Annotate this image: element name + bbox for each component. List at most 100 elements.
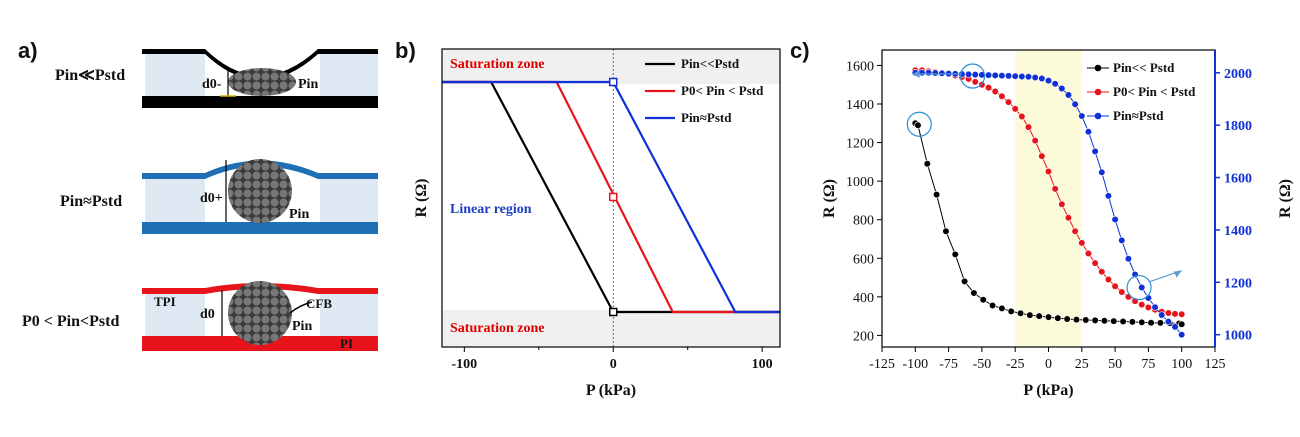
pressure-label-3: Pin xyxy=(292,319,312,334)
annotation-saturation-bottom: Saturation zone xyxy=(450,321,545,336)
y2-tick-label-3: 1400 xyxy=(1224,224,1252,239)
x-axis-label: P (kPa) xyxy=(586,382,636,399)
x-tick-label-2: -100 xyxy=(902,357,928,372)
data-point-s2-40 xyxy=(1171,310,1179,318)
legend-marker-2 xyxy=(1094,88,1102,96)
highlight-circle-red xyxy=(959,63,986,89)
data-point-s3-40 xyxy=(1171,323,1179,331)
data-point-s1-8 xyxy=(970,289,978,297)
schematic-condition-1: Pin≪Pstd xyxy=(55,67,125,84)
arrow-right-head xyxy=(1173,270,1182,278)
legend-label-2: P0< Pin < Pstd xyxy=(681,83,764,98)
x-tick-label-4: -50 xyxy=(973,357,992,372)
data-point-s1-25 xyxy=(1128,318,1137,326)
tpi-label: TPI xyxy=(154,294,176,309)
data-point-s1-13 xyxy=(1016,309,1025,317)
legend-marker-1 xyxy=(1094,64,1102,72)
panel-label-c: c) xyxy=(790,38,810,63)
cfb-label: CFB xyxy=(306,296,332,311)
data-point-s2-12 xyxy=(984,84,993,92)
legend-label-2: P0< Pin < Pstd xyxy=(1113,84,1196,99)
data-point-s3-23 xyxy=(1058,84,1066,93)
data-point-s2-19 xyxy=(1031,137,1039,145)
data-point-s1-2 xyxy=(914,121,922,129)
data-point-s1-12 xyxy=(1007,307,1015,315)
schematic-row-1: Pin≪Pstd d0- Pin xyxy=(55,49,378,108)
data-point-s1-14 xyxy=(1026,311,1034,319)
data-point-s3-35 xyxy=(1138,283,1146,292)
pi-label: PI xyxy=(340,336,353,351)
chart-b: -100 0 100 P (kPa) R (Ω) Saturation zone Linea… xyxy=(413,48,781,399)
data-point-s1-11 xyxy=(998,304,1006,313)
data-point-s3-9 xyxy=(964,70,973,78)
gap-label-2: d0+ xyxy=(200,191,223,206)
data-point-s3-25 xyxy=(1071,100,1079,108)
data-point-s1-6 xyxy=(951,250,959,259)
data-point-s3-20 xyxy=(1038,74,1046,83)
data-point-s2-21 xyxy=(1044,167,1053,176)
fiber-bundle-2 xyxy=(228,159,292,223)
legend-marker-3 xyxy=(1094,112,1102,120)
data-point-s2-14 xyxy=(998,92,1006,100)
data-point-s2-20 xyxy=(1038,152,1046,160)
data-point-s2-15 xyxy=(1004,98,1013,106)
data-point-s3-28 xyxy=(1091,147,1099,155)
panel-label-a: a) xyxy=(18,38,38,63)
x-tick-label-8: 50 xyxy=(1108,357,1122,372)
data-point-s2-31 xyxy=(1111,282,1119,290)
x-tick-label-3: 100 xyxy=(752,357,773,372)
data-point-s2-29 xyxy=(1098,268,1106,276)
y-tick-label-8: 1600 xyxy=(846,59,874,74)
annotation-linear-region: Linear region xyxy=(450,202,532,217)
y-tick-label-1: 200 xyxy=(853,329,874,344)
schematic-row-2: Pin≈Pstd d0+ Pin xyxy=(60,159,378,234)
plot-frame xyxy=(441,48,781,348)
data-point-s2-24 xyxy=(1064,214,1073,222)
data-point-s3-41 xyxy=(1178,331,1186,339)
fiber-bundle-1 xyxy=(228,68,296,96)
data-point-s3-39 xyxy=(1164,317,1172,326)
data-point-s3-3 xyxy=(925,69,933,77)
data-point-s1-24 xyxy=(1119,317,1127,326)
data-point-s1-31 xyxy=(1178,320,1186,328)
data-point-s1-18 xyxy=(1063,315,1071,323)
data-point-s1-23 xyxy=(1110,317,1118,325)
annotation-saturation-top: Saturation zone xyxy=(450,57,545,72)
highlight-circle-blue xyxy=(1126,274,1152,301)
data-point-s3-14 xyxy=(998,72,1006,80)
data-point-s1-3 xyxy=(923,160,931,168)
y-tick-label-3: 600 xyxy=(853,252,874,267)
data-point-s1-17 xyxy=(1054,314,1062,322)
data-point-s3-13 xyxy=(991,71,999,80)
y2-tick-label-5: 1800 xyxy=(1224,119,1252,134)
data-point-s3-29 xyxy=(1098,168,1106,176)
x-tick-label-5: -25 xyxy=(1006,357,1025,372)
gap-label-1: d0- xyxy=(202,77,222,92)
pressure-label-2: Pin xyxy=(289,207,309,222)
x-tick-label-1: -100 xyxy=(451,357,477,372)
highlight-band xyxy=(1015,50,1082,347)
data-point-s2-39 xyxy=(1164,309,1172,317)
legend-label-3: Pin≈Pstd xyxy=(681,110,732,125)
data-point-s1-20 xyxy=(1082,316,1090,324)
data-point-s2-16 xyxy=(1011,105,1019,113)
y-tick-label-5: 1000 xyxy=(846,175,874,190)
zero-marker-2 xyxy=(608,192,618,202)
data-point-s1-4 xyxy=(933,191,941,199)
pressure-label-1: Pin xyxy=(298,77,318,92)
data-point-s1-16 xyxy=(1044,313,1053,321)
data-point-s3-10 xyxy=(971,71,979,79)
panel-label-b: b) xyxy=(395,38,416,63)
y-tick-label-7: 1400 xyxy=(846,98,874,113)
x-tick-label-10: 100 xyxy=(1171,357,1192,372)
y2-tick-label-2: 1200 xyxy=(1224,276,1252,291)
x-tick-label-9: 75 xyxy=(1141,357,1155,372)
y-axis-label: R (Ω) xyxy=(821,179,838,218)
data-point-s3-31 xyxy=(1111,215,1119,224)
gap-label-3: d0 xyxy=(200,307,215,322)
y2-tick-label-6: 2000 xyxy=(1224,67,1252,82)
x-tick-label-11: 125 xyxy=(1205,357,1226,372)
data-point-s3-24 xyxy=(1064,91,1073,99)
schematic-panel: Pin≪Pstd d0- Pin Pin≈Pstd d0+ Pin P0 < P… xyxy=(22,49,378,351)
data-point-s2-23 xyxy=(1058,200,1066,208)
